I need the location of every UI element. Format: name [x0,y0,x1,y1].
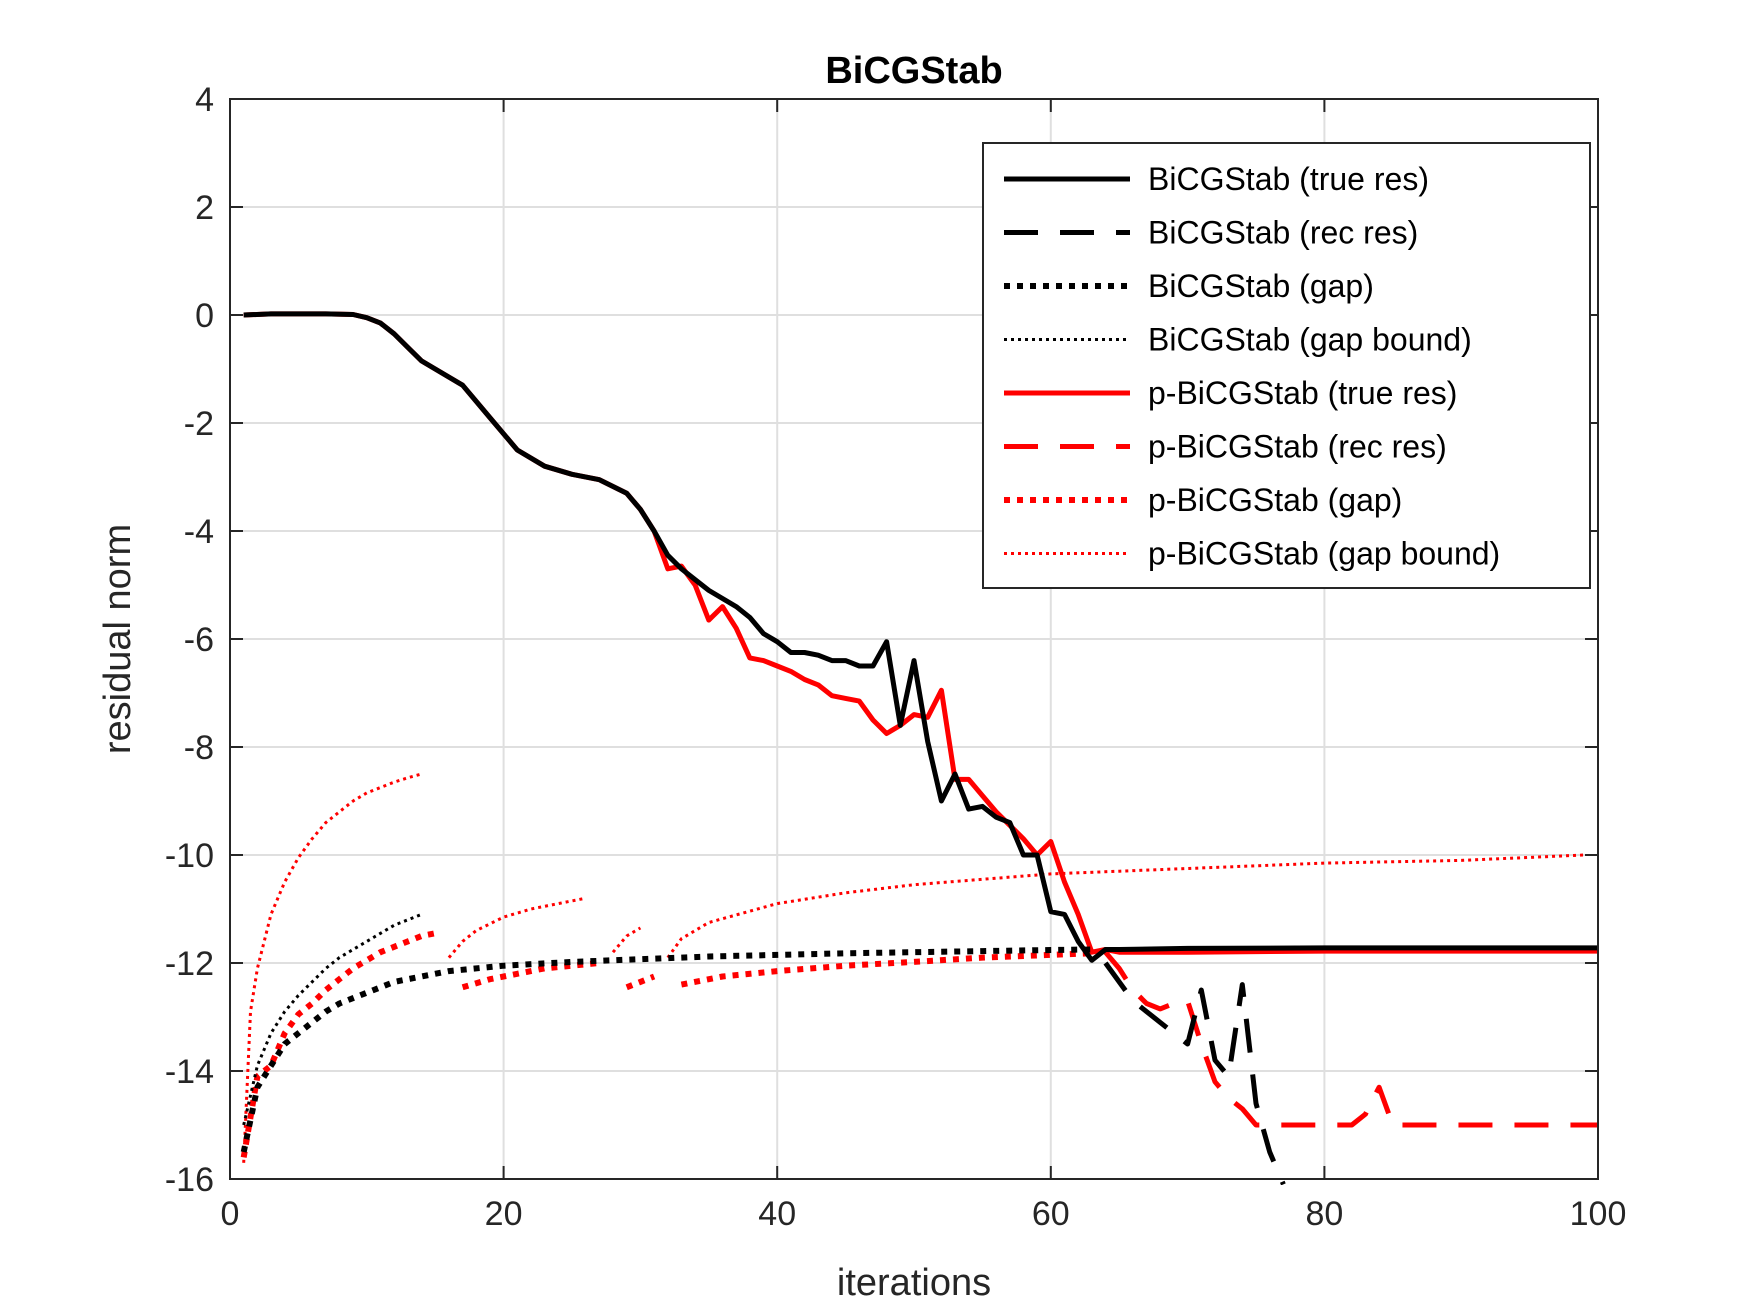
y-tick-label: -2 [184,405,214,443]
x-tick-label: 60 [1032,1195,1070,1233]
y-tick-label: -8 [184,729,214,767]
series-line-bicgstab-true-res [243,311,1598,963]
series-line-p-bicgstab-gap [461,960,600,991]
y-tick-label: -4 [184,513,214,551]
y-tick-label: -14 [165,1053,214,1091]
legend-label: BiCGStab (gap) [1148,268,1374,304]
axes-box [229,98,1599,1180]
y-tick-label: 2 [195,189,214,227]
series-layer [240,311,1598,1185]
series-line-p-bicgstab-gap [240,930,436,1158]
x-tick-label: 100 [1570,1195,1627,1233]
y-tick-label: -6 [184,621,214,659]
chart-title: BiCGStab [825,50,1002,92]
series-line-p-bicgstab-gap-bound [447,896,586,959]
x-tick-label: 40 [758,1195,796,1233]
series-line-p-bicgstab-rec-res [1103,950,1598,1128]
series-line-p-bicgstab-gap-bound [242,772,422,1163]
y-tick-label: 0 [195,297,214,335]
y-tick-label: -16 [165,1161,214,1199]
series-line-bicgstab-gap-bound [242,913,423,1126]
legend-label: BiCGStab (gap bound) [1148,322,1472,358]
legend-label: BiCGStab (true res) [1148,161,1429,197]
x-tick-label: 20 [485,1195,523,1233]
series-line-p-bicgstab-gap [680,950,1092,988]
y-tick-label: -12 [165,945,214,983]
y-tick-label: -10 [165,837,214,875]
x-axis-label: iterations [837,1262,991,1304]
y-axis-label: residual norm [97,524,139,754]
y-tick-label: 4 [195,81,214,119]
series-line-p-bicgstab-gap-bound [611,926,642,954]
series-line-p-bicgstab-gap [625,973,656,991]
legend-box [982,142,1591,589]
x-tick-label: 0 [221,1195,240,1233]
series-line-bicgstab-gap [240,946,1092,1153]
x-tick-label: 80 [1305,1195,1343,1233]
legend-label: p-BiCGStab (gap) [1148,482,1402,518]
legend-label: p-BiCGStab (gap bound) [1148,536,1500,572]
series-line-bicgstab-rec-res [1103,961,1286,1185]
legend-label: p-BiCGStab (true res) [1148,375,1457,411]
legend-label: BiCGStab (rec res) [1148,215,1418,251]
legend-label: p-BiCGStab (rec res) [1148,429,1447,465]
legend: BiCGStab (true res) BiCGStab (rec res) BiC… [982,142,1591,589]
